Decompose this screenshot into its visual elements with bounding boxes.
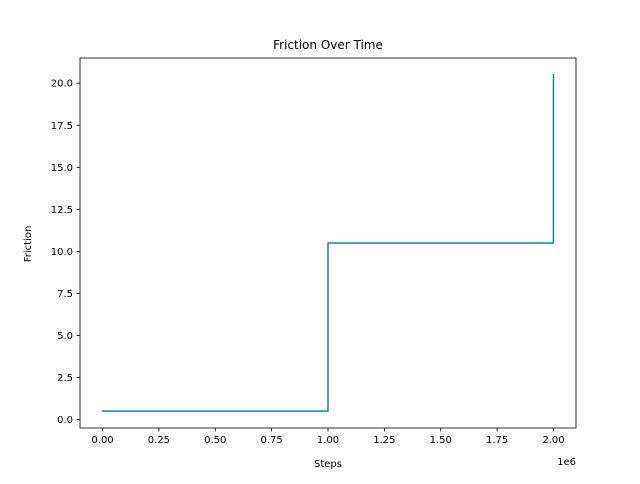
y-tick-label: 7.5 <box>57 289 73 300</box>
y-tick-label: 2.5 <box>57 373 73 384</box>
chart-title: Friction Over Time <box>273 38 383 52</box>
x-axis-offset-label: 1e6 <box>557 457 576 468</box>
y-tick-label: 12.5 <box>51 205 73 216</box>
y-tick-label: 17.5 <box>51 121 73 132</box>
x-tick-label: 1.25 <box>373 435 395 446</box>
y-tick-label: 5.0 <box>57 331 73 342</box>
x-tick-label: 0.75 <box>261 435 283 446</box>
axes-frame <box>79 57 577 429</box>
x-axis-ticks: 0.00 0.25 0.50 0.75 1.00 1.25 1.50 1.75 2.00 <box>91 428 565 446</box>
y-tick-label: 15.0 <box>51 163 73 174</box>
y-axis-ticks: 0.0 2.5 5.0 7.5 10.0 12.5 15.0 17.5 20.0 <box>51 79 80 426</box>
x-tick-label: 1.00 <box>317 435 339 446</box>
y-tick-label: 0.0 <box>57 415 73 426</box>
y-tick-label: 10.0 <box>51 247 73 258</box>
x-axis-label: Steps <box>314 459 342 470</box>
x-tick-label: 2.00 <box>542 435 564 446</box>
y-axis-label: Friction <box>23 226 34 263</box>
x-tick-label: 1.50 <box>430 435 452 446</box>
x-tick-label: 1.75 <box>486 435 508 446</box>
series-line-0 <box>101 74 555 412</box>
x-tick-label: 0.00 <box>91 435 113 446</box>
plot-area <box>101 74 555 412</box>
x-tick-label: 0.25 <box>148 435 170 446</box>
x-tick-label: 0.50 <box>204 435 226 446</box>
y-tick-label: 20.0 <box>51 79 73 90</box>
